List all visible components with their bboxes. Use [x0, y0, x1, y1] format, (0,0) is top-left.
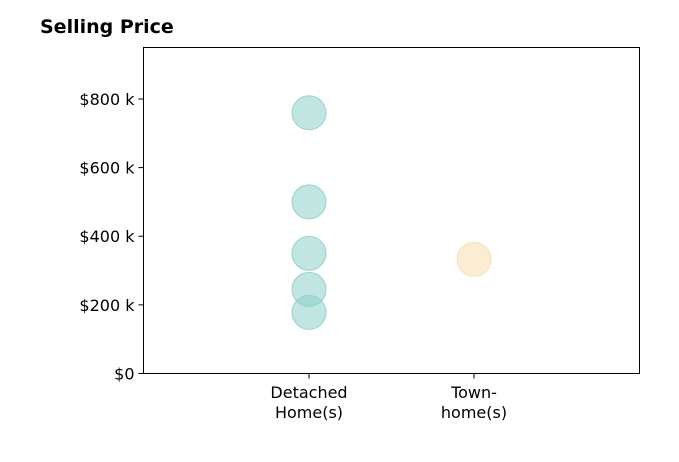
y-axis: $0 $200 k $400 k $600 k $800 k [79, 90, 144, 384]
scatter-point [291, 184, 327, 220]
scatter-point [291, 235, 327, 271]
scatter-point [291, 95, 327, 131]
x-tick-label: Detached Home(s) [270, 383, 347, 422]
y-tick-label: $0 [114, 365, 134, 384]
scatter-point [456, 241, 492, 277]
plot-area-frame [143, 47, 640, 374]
y-tick-label: $200 k [79, 296, 135, 315]
x-axis: Detached Home(s) Town-home(s) [270, 373, 507, 422]
scatter-point [291, 294, 327, 330]
data-points [291, 95, 492, 330]
y-tick-label: $400 k [79, 227, 135, 246]
chart-title: Selling Price [40, 16, 174, 38]
y-tick-label: $600 k [79, 159, 135, 178]
x-tick-label: Town-home(s) [441, 383, 507, 422]
y-tick-label: $800 k [79, 90, 135, 109]
